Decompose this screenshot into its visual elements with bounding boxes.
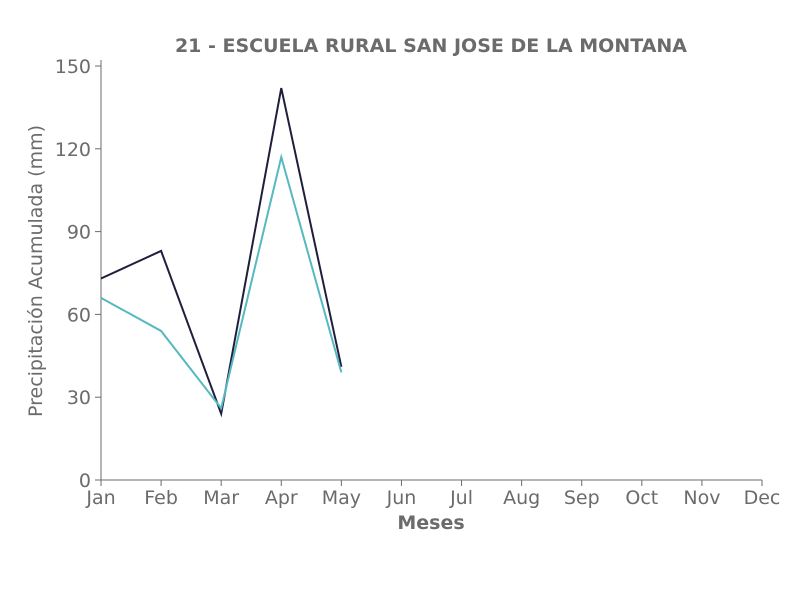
x-axis: Jan Feb Mar Apr May Jun Jul Aug Sep Oct Nov Dec	[85, 479, 781, 509]
x-tick-label: Sep	[564, 487, 600, 509]
x-tick-label: Aug	[503, 487, 540, 509]
y-tick-label: 150	[55, 56, 91, 78]
series-line-1	[100, 87, 343, 418]
chart-title: 21 - ESCUELA RURAL SAN JOSE DE LA MONTAN…	[175, 35, 687, 57]
x-axis-label: Meses	[397, 512, 464, 534]
y-tick-label: 30	[67, 387, 91, 409]
series-line-2	[100, 153, 343, 411]
y-tick-label: 90	[67, 222, 91, 244]
x-tick-label: Jul	[449, 487, 473, 509]
y-tick-label: 120	[55, 139, 91, 161]
x-tick-label: Jun	[386, 487, 417, 509]
series-group	[100, 87, 343, 418]
x-tick-label: Oct	[625, 487, 658, 509]
y-axis-label: Precipitación Acumulada (mm)	[25, 125, 47, 417]
x-tick-label: Nov	[683, 487, 720, 509]
y-tick-label: 0	[79, 470, 91, 492]
x-tick-label: May	[322, 487, 361, 509]
x-tick-label: Feb	[144, 487, 178, 509]
x-tick-label: Apr	[265, 487, 298, 509]
y-axis: 0 30 60 90 120 150	[55, 56, 102, 492]
y-tick-label: 60	[67, 304, 91, 326]
x-tick-label: Mar	[203, 487, 239, 509]
x-tick-label: Dec	[744, 487, 781, 509]
x-tick-label: Jan	[85, 487, 115, 509]
